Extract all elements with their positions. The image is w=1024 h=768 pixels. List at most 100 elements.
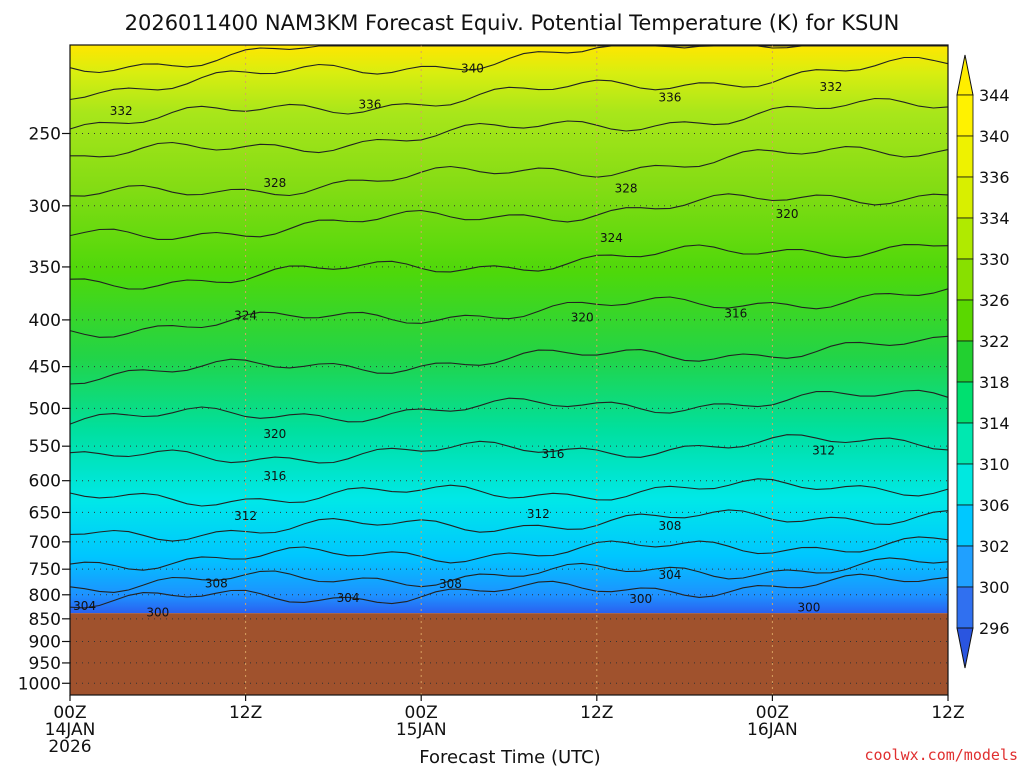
colorbar-segment	[956, 422, 974, 465]
y-tick-label: 450	[29, 358, 61, 378]
y-tick-label: 400	[29, 311, 61, 331]
contour-label: 308	[659, 519, 682, 533]
y-tick-label: 750	[29, 560, 61, 580]
contour-label: 312	[234, 509, 257, 523]
x-tick-label: 12Z	[229, 703, 262, 723]
y-tick-label: 800	[29, 586, 61, 606]
x-tick-label: 2026	[48, 737, 91, 757]
contour-label: 300	[798, 600, 821, 614]
y-tick-label: 350	[29, 258, 61, 278]
contour-label: 324	[234, 308, 257, 322]
contour-line	[69, 56, 949, 130]
colorbar-label: 334	[979, 209, 1010, 228]
contour-line	[69, 389, 949, 425]
contour-label: 300	[146, 605, 169, 619]
y-tick-label: 900	[29, 632, 61, 652]
contour-label: 320	[776, 207, 799, 221]
contour-label: 332	[819, 80, 842, 94]
x-tick-label: 16JAN	[747, 720, 798, 740]
colorbar-label: 296	[979, 619, 1010, 638]
colorbar-segment	[956, 258, 974, 301]
colorbar-segment	[956, 545, 974, 588]
y-tick-label: 300	[29, 197, 61, 217]
colorbar-segment	[956, 586, 974, 629]
contour-label: 324	[600, 231, 623, 245]
contour-line	[70, 97, 949, 158]
colorbar-segment	[956, 217, 974, 260]
contour-label: 336	[659, 90, 682, 104]
colorbar: 344 340 336 334 330 326 322 318 314 310 306 302 300 2…	[956, 54, 1010, 669]
credit-text: coolwx.com/models	[864, 746, 1018, 764]
y-tick-label: 550	[29, 437, 61, 457]
colorbar-segment	[956, 463, 974, 506]
y-tick-label: 500	[29, 399, 61, 419]
contour-label: 328	[263, 176, 286, 190]
contour-line	[69, 193, 949, 240]
contour-label: 316	[263, 469, 286, 483]
contour-label: 312	[527, 507, 550, 521]
contour-line	[69, 573, 949, 609]
contour-label: 316	[724, 306, 747, 320]
chart-title: 2026011400 NAM3KM Forecast Equiv. Potent…	[125, 11, 900, 35]
colorbar-segment	[956, 299, 974, 342]
contour-label: 328	[615, 182, 638, 196]
colorbar-top-arrow	[956, 54, 974, 96]
plot-area: 340 336 336 332 332 328 328 324 324 320 320 320 316 3…	[69, 44, 949, 696]
x-tick-label: 00Z	[53, 703, 86, 723]
colorbar-segment	[956, 340, 974, 383]
contour-line	[69, 509, 949, 542]
y-tick-label: 700	[29, 533, 61, 553]
theta-e-field	[70, 45, 948, 614]
contour-line	[69, 146, 949, 197]
contour-line	[69, 557, 949, 593]
contour-label: 304	[659, 568, 682, 582]
colorbar-label: 318	[979, 373, 1010, 392]
contour-label: 316	[541, 447, 564, 461]
y-tick-label: 600	[29, 472, 61, 492]
y-tick-label: 650	[29, 503, 61, 523]
x-tick-label: 15JAN	[396, 720, 447, 740]
y-tick-label: 950	[29, 654, 61, 674]
contour-line	[69, 45, 948, 101]
contour-label: 340	[461, 62, 484, 76]
contour-label: 336	[359, 97, 382, 111]
x-axis-label: Forecast Time (UTC)	[419, 747, 600, 768]
colorbar-label: 310	[979, 455, 1010, 474]
x-tick-label: 12Z	[931, 703, 964, 723]
colorbar-label: 330	[979, 250, 1010, 269]
x-tick-label: 00Z	[405, 703, 438, 723]
colorbar-label: 326	[979, 291, 1010, 310]
colorbar-label: 336	[979, 168, 1010, 187]
contour-label: 300	[629, 592, 652, 606]
contour-label: 308	[205, 577, 228, 591]
y-tick-label: 250	[29, 124, 61, 144]
colorbar-label: 344	[979, 86, 1010, 105]
contour-label: 332	[110, 104, 133, 118]
x-tick-label: 12Z	[580, 703, 613, 723]
colorbar-segment	[956, 381, 974, 424]
contour-label: 320	[263, 427, 286, 441]
colorbar-segment	[956, 504, 974, 547]
colorbar-label: 302	[979, 537, 1010, 556]
contour-label: 312	[812, 443, 835, 457]
terrain-block	[70, 613, 948, 695]
contour-label: 320	[571, 310, 594, 324]
plot-frame	[69, 44, 949, 696]
contour-line	[69, 536, 949, 571]
contour-label: 308	[439, 577, 462, 591]
y-axis: 2503003504004505005506006507007508008509…	[18, 124, 70, 694]
colorbar-segment	[956, 94, 974, 137]
contour-label: 304	[337, 591, 360, 605]
contour-line	[69, 335, 949, 385]
colorbar-label: 300	[979, 578, 1010, 597]
colorbar-segment	[956, 135, 974, 178]
contour-label: 304	[73, 599, 96, 613]
colorbar-label: 306	[979, 496, 1010, 515]
colorbar-segment	[956, 176, 974, 219]
x-tick-label: 00Z	[756, 703, 789, 723]
colorbar-label: 322	[979, 332, 1010, 351]
contour-line	[69, 288, 949, 338]
contour-line	[69, 478, 949, 507]
